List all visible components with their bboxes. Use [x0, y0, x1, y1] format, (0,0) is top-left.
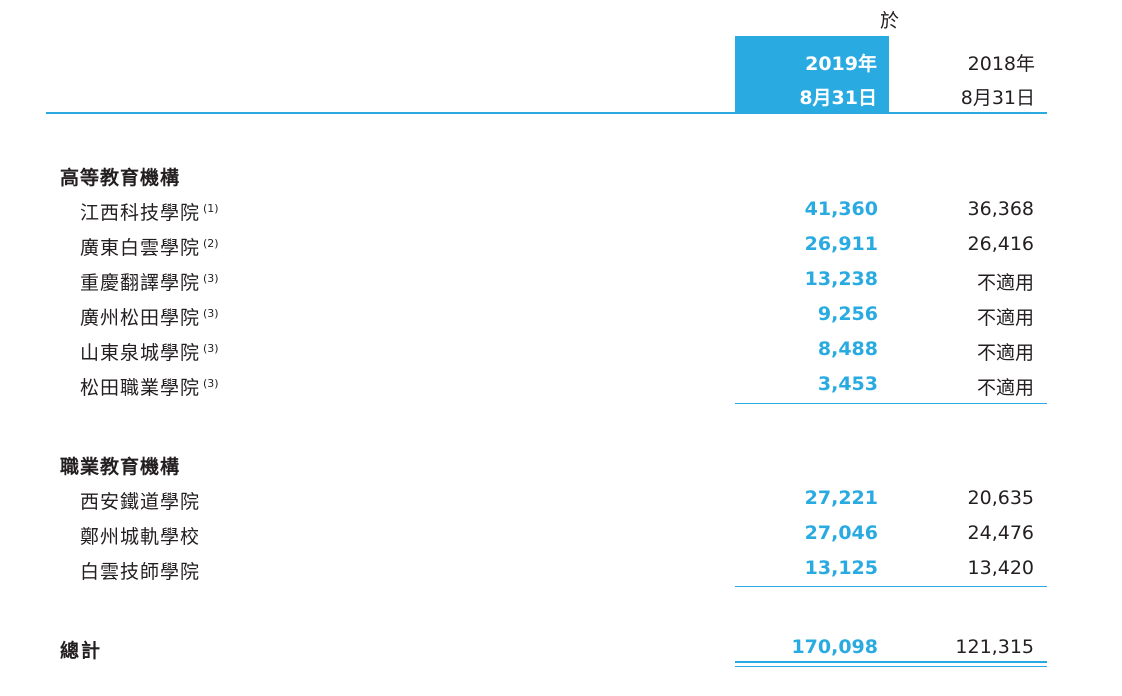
table-cell-2018: 26,416	[967, 233, 1034, 255]
table-cell-2018: 24,476	[967, 522, 1034, 544]
table-cell-2018: 20,635	[967, 487, 1034, 509]
table-cell-2018: 13,420	[967, 557, 1034, 579]
table-row-label: 山東泉城學院 (3)	[80, 342, 219, 364]
column-header-2019-year: 2019年	[805, 53, 877, 75]
total-cell-2018: 121,315	[955, 636, 1034, 658]
table-cell-2018: 不適用	[976, 272, 1034, 294]
table-row-label: 重慶翻譯學院 (3)	[80, 272, 219, 294]
table-row-label: 白雲技師學院	[80, 561, 201, 583]
table-row-label: 廣東白雲學院 (2)	[80, 237, 219, 259]
table-row-label: 廣州松田學院 (3)	[80, 307, 219, 329]
section-title-vocational-education: 職業教育機構	[60, 456, 181, 478]
table-cell-2019: 26,911	[804, 233, 878, 255]
footnote-marker: (3)	[203, 377, 219, 390]
table-cell-2019: 27,046	[804, 522, 878, 544]
table-row-label: 鄭州城軌學校	[80, 526, 201, 548]
footnote-marker: (3)	[203, 272, 219, 285]
table-cell-2019: 8,488	[817, 338, 878, 360]
table-cell-2019: 13,125	[804, 557, 878, 579]
table-cell-2019: 9,256	[817, 303, 878, 325]
subtotal-divider	[735, 586, 1047, 587]
column-header-2019: 2019年 8月31日	[735, 36, 889, 112]
header-divider	[46, 112, 1047, 114]
footnote-marker: (3)	[203, 307, 219, 320]
column-header-2019-date: 8月31日	[799, 87, 877, 109]
table-row-label: 西安鐵道學院	[80, 491, 201, 513]
column-header-2018-date: 8月31日	[960, 87, 1035, 109]
subtotal-divider	[735, 403, 1047, 404]
table-cell-2018: 不適用	[976, 342, 1034, 364]
section-title-higher-education: 高等教育機構	[60, 167, 181, 189]
column-header-2018-year: 2018年	[967, 53, 1035, 75]
footnote-marker: (3)	[203, 342, 219, 355]
table-row-label: 松田職業學院 (3)	[80, 377, 219, 399]
as-at-label: 於	[880, 10, 900, 32]
total-double-underline-bottom	[735, 666, 1047, 667]
footnote-marker: (1)	[203, 202, 219, 215]
table-cell-2019: 27,221	[804, 487, 878, 509]
table-cell-2018: 36,368	[967, 198, 1034, 220]
footnote-marker: (2)	[203, 237, 219, 250]
total-double-underline-top	[735, 661, 1047, 663]
total-label: 總計	[60, 640, 103, 662]
table-cell-2019: 3,453	[817, 373, 878, 395]
table-cell-2018: 不適用	[976, 377, 1034, 399]
table-row-label: 江西科技學院 (1)	[80, 202, 219, 224]
table-cell-2018: 不適用	[976, 307, 1034, 329]
table-cell-2019: 13,238	[804, 268, 878, 290]
table-cell-2019: 41,360	[804, 198, 878, 220]
total-cell-2019: 170,098	[791, 636, 878, 658]
column-header-2018: 2018年 8月31日	[889, 36, 1047, 112]
